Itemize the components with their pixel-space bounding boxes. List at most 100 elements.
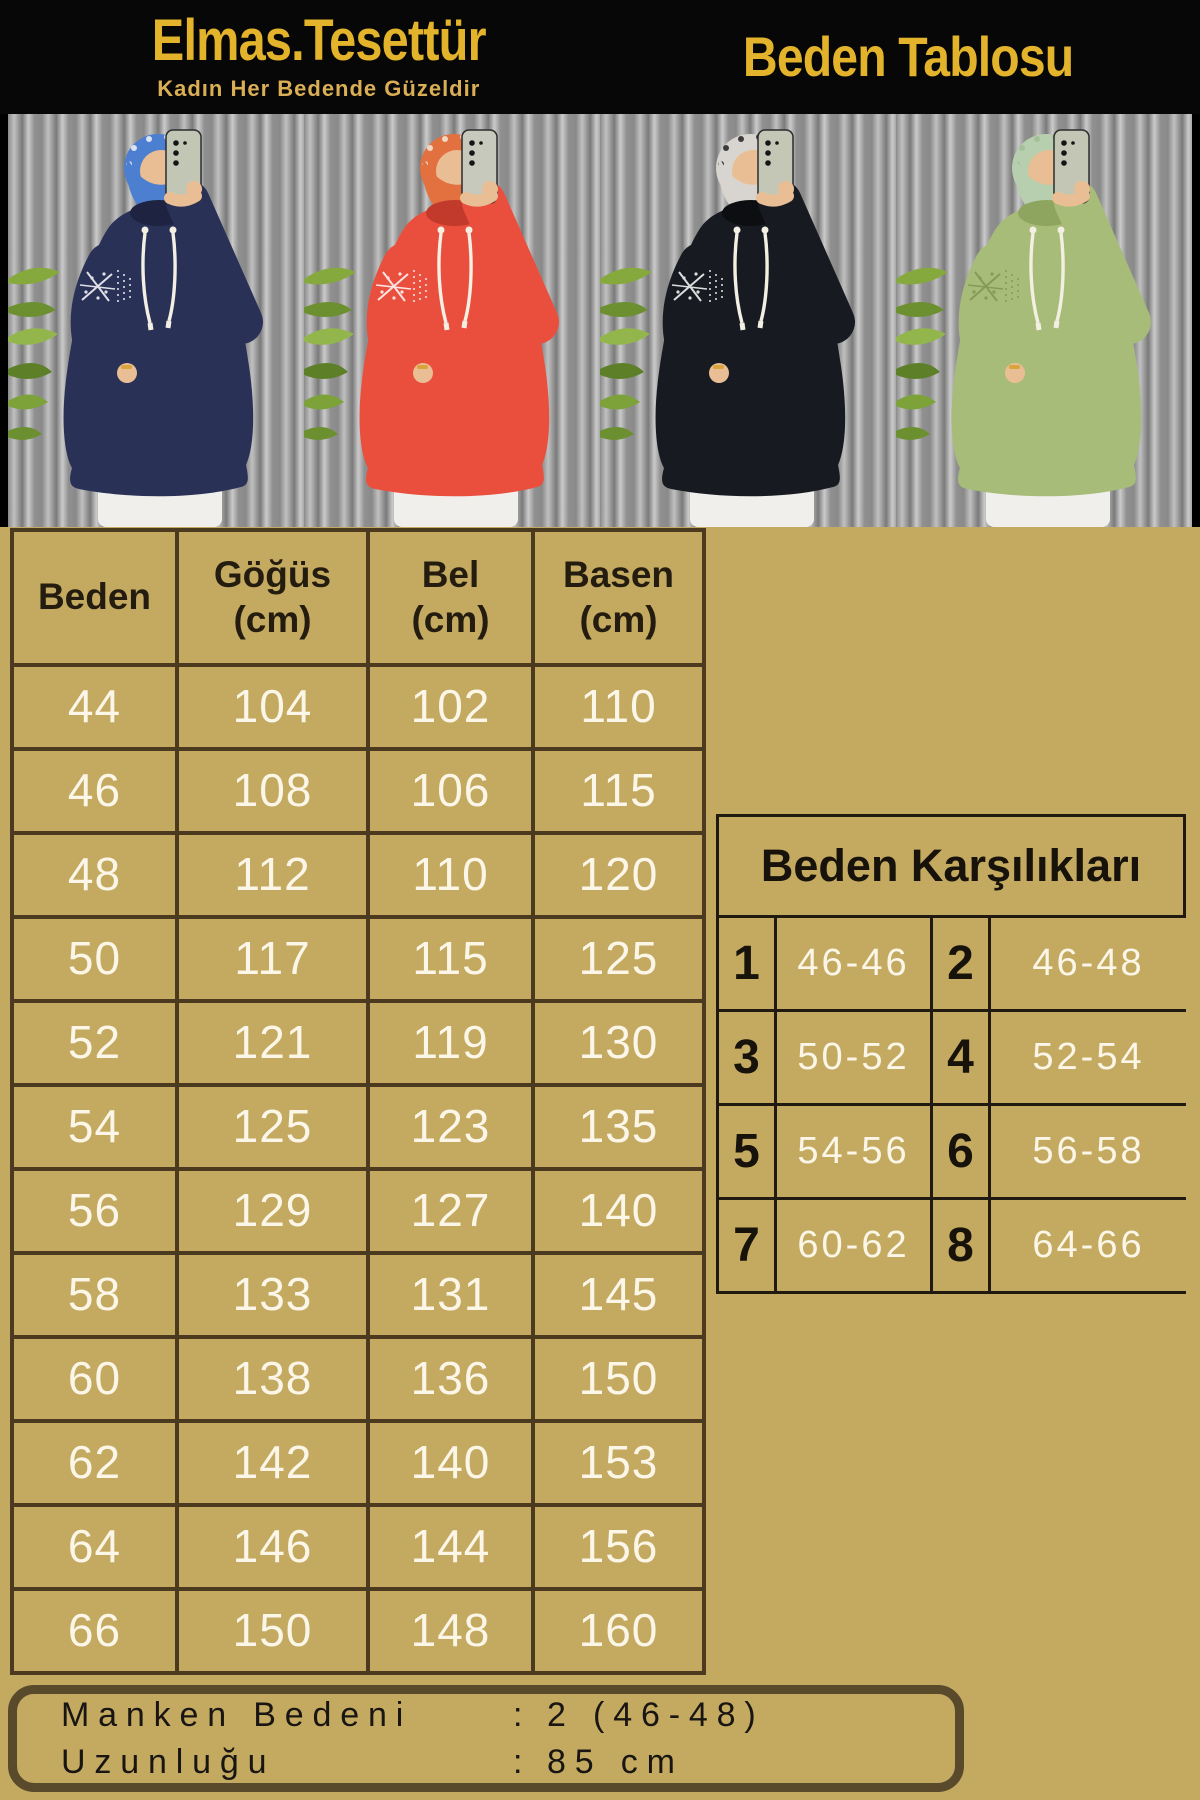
size-column-unit: (cm) (579, 598, 658, 640)
equivalence-range: 54-56 (777, 1106, 930, 1197)
raised-arm (758, 180, 855, 344)
info-box: Manken Bedeni : 2 (46-48) Uzunluğu : 85 … (8, 1685, 964, 1792)
size-column-title: Bel (421, 554, 480, 596)
header: Elmas.Tesettür Kadın Her Bedende Güzeldi… (0, 0, 1200, 114)
size-cell: 125 (179, 1087, 366, 1167)
chest-ornament (375, 270, 427, 306)
size-cell: 121 (179, 1003, 366, 1083)
model-photo-1 (8, 114, 304, 527)
size-column-title: Basen (562, 554, 675, 596)
drawstrings (437, 226, 473, 331)
equivalence-range: 64-66 (991, 1200, 1186, 1291)
info-separator: : (513, 1742, 532, 1781)
equivalence-range: 52-54 (991, 1012, 1186, 1103)
hand-on-phone (756, 190, 794, 207)
size-cell: 146 (179, 1507, 366, 1587)
raised-arm (462, 180, 559, 344)
size-cell: 108 (179, 751, 366, 831)
size-cell: 56 (14, 1171, 175, 1251)
size-cell: 120 (535, 835, 702, 915)
drawstrings (733, 226, 769, 331)
size-cell: 150 (179, 1591, 366, 1671)
size-cell: 106 (370, 751, 531, 831)
ring (121, 365, 132, 369)
chest-ornament (671, 270, 723, 306)
size-cell: 130 (535, 1003, 702, 1083)
size-column-header: Beden (14, 532, 175, 663)
size-cell: 54 (14, 1087, 175, 1167)
plant-icon (600, 267, 652, 440)
info-row: Manken Bedeni : 2 (46-48) (61, 1694, 955, 1737)
size-cell: 125 (535, 919, 702, 999)
size-cell: 138 (179, 1339, 366, 1419)
phone-camera-dots (1061, 140, 1075, 166)
size-cell: 153 (535, 1423, 702, 1503)
info-label: Uzunluğu (61, 1742, 276, 1781)
raised-arm (1054, 180, 1151, 344)
size-cell: 48 (14, 835, 175, 915)
ring (713, 365, 724, 369)
size-cell: 64 (14, 1507, 175, 1587)
model-photo-3 (600, 114, 896, 527)
size-cell: 115 (535, 751, 702, 831)
size-cell: 50 (14, 919, 175, 999)
hand-on-phone (164, 190, 202, 207)
brand-block: Elmas.Tesettür Kadın Her Bedende Güzeldi… (120, 12, 518, 102)
size-cell: 119 (370, 1003, 531, 1083)
size-cell: 136 (370, 1339, 531, 1419)
size-cell: 60 (14, 1339, 175, 1419)
brand-title: Elmas.Tesettür (151, 8, 487, 73)
size-cell: 140 (535, 1171, 702, 1251)
size-cell: 148 (370, 1591, 531, 1671)
phone-camera-dots (469, 140, 483, 166)
thumb (482, 181, 498, 197)
raised-arm (166, 180, 263, 344)
equivalence-title: Beden Karşılıkları (716, 814, 1186, 918)
model-illustration (600, 114, 896, 527)
info-row: Uzunluğu : 85 cm (61, 1741, 955, 1784)
equivalence-number: 8 (933, 1200, 988, 1291)
thumb (186, 181, 202, 197)
info-value: 85 cm (547, 1742, 684, 1781)
size-cell: 140 (370, 1423, 531, 1503)
drawstrings (141, 226, 177, 331)
hand-on-phone (1052, 190, 1090, 207)
size-column-unit: (cm) (233, 598, 312, 640)
size-cell: 133 (179, 1255, 366, 1335)
model-illustration (8, 114, 304, 527)
model-photo-4 (896, 114, 1192, 527)
plant-icon (8, 267, 60, 440)
size-cell: 46 (14, 751, 175, 831)
size-cell: 115 (370, 919, 531, 999)
size-cell: 156 (535, 1507, 702, 1587)
model-illustration (896, 114, 1192, 527)
size-cell: 110 (535, 667, 702, 747)
size-cell: 58 (14, 1255, 175, 1335)
size-cell: 52 (14, 1003, 175, 1083)
size-cell: 135 (535, 1087, 702, 1167)
size-cell: 110 (370, 835, 531, 915)
thumb (1074, 181, 1090, 197)
equivalence-grid: 1 46-46 2 46-48 3 50-52 4 52-54 5 54-56 6 56-58 7 60-… (716, 915, 1186, 1294)
plant-icon (304, 267, 356, 440)
chest-ornament (967, 270, 1019, 306)
equivalence-number: 1 (719, 918, 774, 1009)
equivalence-table: Beden Karşılıkları 1 46-46 2 46-48 3 50-52 4 52… (716, 814, 1186, 1294)
plant-icon (896, 267, 948, 440)
size-cell: 160 (535, 1591, 702, 1671)
size-cell: 142 (179, 1423, 366, 1503)
size-cell: 127 (370, 1171, 531, 1251)
equivalence-range: 60-62 (777, 1200, 930, 1291)
info-label: Manken Bedeni (61, 1696, 413, 1734)
size-cell: 117 (179, 919, 366, 999)
size-cell: 44 (14, 667, 175, 747)
size-cell: 66 (14, 1591, 175, 1671)
equivalence-number: 2 (933, 918, 988, 1009)
equivalence-number: 7 (719, 1200, 774, 1291)
size-cell: 123 (370, 1087, 531, 1167)
equivalence-range: 56-58 (991, 1106, 1186, 1197)
brand-tagline: Kadın Her Bedende Güzeldir (157, 76, 481, 101)
size-column-header: Basen (cm) (535, 532, 702, 663)
size-cell: 131 (370, 1255, 531, 1335)
